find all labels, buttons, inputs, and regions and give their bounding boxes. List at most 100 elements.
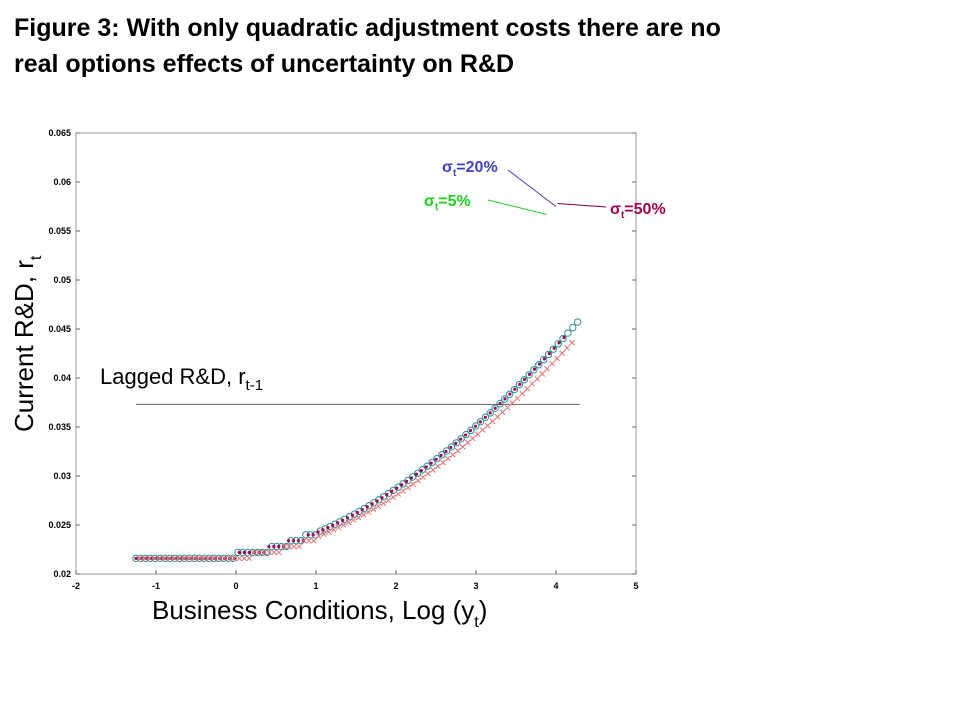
data-point-x bbox=[494, 413, 501, 420]
data-point-x bbox=[380, 500, 387, 507]
data-point-circle bbox=[491, 404, 499, 412]
x-tick-label: 5 bbox=[633, 581, 638, 591]
data-point-x bbox=[430, 467, 436, 473]
data-point-circle bbox=[452, 439, 460, 447]
data-point-x bbox=[549, 360, 555, 367]
data-point-x bbox=[459, 443, 466, 450]
data-point-x bbox=[449, 451, 456, 458]
data-point-dot bbox=[508, 392, 512, 396]
x-tick-label: 3 bbox=[473, 581, 478, 591]
data-point-dot bbox=[547, 351, 551, 356]
data-point-circle bbox=[539, 355, 548, 364]
data-point-x bbox=[484, 422, 491, 429]
data-point-x bbox=[420, 474, 426, 481]
data-point-x bbox=[216, 555, 223, 562]
data-point-dot bbox=[478, 420, 482, 424]
series-x bbox=[137, 339, 575, 562]
annotation-group bbox=[487, 169, 607, 215]
data-point-circle bbox=[234, 548, 242, 557]
data-point-x bbox=[559, 350, 565, 357]
data-point-dot bbox=[542, 357, 546, 361]
data-point-dot bbox=[154, 556, 158, 560]
data-point-circle bbox=[569, 323, 577, 332]
data-point-x bbox=[395, 491, 402, 497]
data-point-dot bbox=[306, 533, 310, 537]
data-point-x bbox=[529, 380, 536, 387]
data-point-circle bbox=[447, 443, 456, 451]
data-point-x bbox=[181, 555, 188, 562]
data-point-circle bbox=[476, 418, 485, 426]
data-point-circle bbox=[423, 462, 431, 470]
data-point-dot bbox=[341, 518, 345, 522]
data-point-circle bbox=[549, 345, 558, 353]
data-point-x bbox=[350, 517, 357, 523]
y-tick-label: 0.06 bbox=[53, 177, 71, 187]
data-point-x bbox=[410, 481, 416, 487]
data-point-dot bbox=[464, 433, 468, 437]
data-point-circle bbox=[413, 469, 422, 478]
data-point-circle bbox=[457, 435, 465, 443]
data-point-x bbox=[320, 531, 327, 537]
data-point-x bbox=[375, 503, 382, 510]
data-point-dot bbox=[345, 516, 350, 520]
data-point-x bbox=[569, 339, 575, 346]
data-point-x bbox=[400, 487, 407, 494]
data-point-x bbox=[355, 514, 362, 521]
data-point-x bbox=[166, 555, 173, 562]
data-point-circle bbox=[501, 395, 509, 403]
data-point-x bbox=[469, 435, 476, 442]
y-tick-label: 0.025 bbox=[48, 520, 71, 530]
data-point-dot bbox=[158, 556, 163, 560]
data-point-dot bbox=[562, 335, 566, 340]
data-point-x bbox=[256, 549, 263, 556]
data-point-x bbox=[231, 555, 238, 562]
data-point-x bbox=[186, 555, 193, 562]
data-point-x bbox=[241, 555, 248, 562]
data-point-dot bbox=[483, 415, 487, 420]
sigma-5-leader bbox=[487, 199, 547, 215]
data-point-x bbox=[544, 365, 551, 372]
data-point-dot bbox=[468, 429, 473, 433]
data-point-x bbox=[157, 555, 163, 562]
data-point-x bbox=[276, 549, 282, 556]
data-point-x bbox=[390, 494, 397, 501]
y-tick-label: 0.02 bbox=[53, 569, 71, 579]
data-point-x bbox=[206, 555, 213, 562]
data-point-circle bbox=[564, 329, 572, 337]
y-tick-label: 0.05 bbox=[53, 275, 71, 285]
sigma-50-leader bbox=[557, 203, 607, 208]
data-point-x bbox=[385, 497, 392, 504]
data-point-circle bbox=[486, 409, 494, 417]
data-point-circle bbox=[544, 350, 553, 359]
data-point-dot bbox=[365, 505, 369, 509]
data-point-x bbox=[425, 470, 431, 477]
data-point-dot bbox=[552, 346, 556, 350]
data-point-x bbox=[335, 524, 342, 531]
data-point-dot bbox=[503, 397, 507, 401]
data-point-x bbox=[360, 511, 367, 518]
data-point-x bbox=[296, 543, 302, 550]
data-point-dot bbox=[242, 550, 246, 555]
data-point-x bbox=[345, 519, 352, 526]
data-point-dot bbox=[523, 377, 527, 381]
data-point-dot bbox=[144, 556, 148, 560]
data-point-x bbox=[415, 477, 421, 484]
data-point-x bbox=[325, 529, 332, 535]
data-point-dot bbox=[488, 411, 492, 415]
data-point-x bbox=[137, 555, 143, 562]
data-point-dot bbox=[434, 457, 438, 461]
data-point-circle bbox=[573, 318, 582, 326]
y-tick-label: 0.04 bbox=[53, 373, 71, 383]
data-point-dot bbox=[272, 544, 276, 549]
data-point-x bbox=[330, 526, 337, 533]
data-point-circle bbox=[438, 451, 446, 459]
data-point-circle bbox=[399, 480, 407, 488]
x-tick-label: 4 bbox=[553, 581, 558, 591]
data-point-x bbox=[261, 549, 267, 556]
lagged-rd-sub: t-1 bbox=[246, 377, 264, 394]
data-point-x bbox=[310, 537, 317, 544]
data-point-dot bbox=[527, 372, 532, 376]
data-point-x bbox=[251, 549, 258, 556]
data-point-dot bbox=[518, 382, 522, 386]
